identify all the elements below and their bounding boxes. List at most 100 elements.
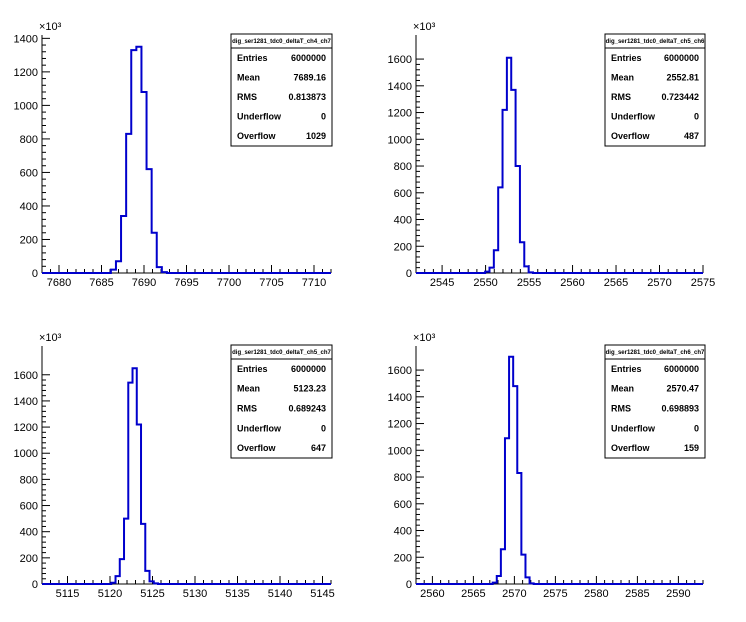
stats-label: Mean [237, 384, 260, 394]
stats-label: Mean [611, 384, 634, 394]
y-tick-label: 1400 [14, 33, 38, 45]
x-tick-label: 2590 [666, 588, 690, 600]
stats-box: dig_ser1281_tdc0_deltaT_ch6_ch7 Entries 60… [604, 344, 706, 459]
x-tick-label: 2570 [502, 588, 526, 600]
histogram-bin [493, 583, 497, 584]
x-tick-label: 7680 [47, 277, 71, 289]
histogram-bin [516, 166, 520, 273]
histogram-bin [509, 357, 513, 584]
x-tick-label: 5130 [183, 588, 207, 600]
y-tick-label: 400 [20, 201, 38, 213]
stats-value: 0.698893 [661, 404, 699, 414]
y-tick-label: 1000 [388, 445, 412, 457]
histogram-bin [517, 473, 521, 584]
x-tick-label: 7690 [132, 277, 156, 289]
stats-label: Underflow [611, 112, 656, 122]
histogram-line [416, 56, 703, 274]
x-tick-label: 2570 [647, 277, 671, 289]
y-exponent-label: ×10³ [39, 332, 62, 344]
stats-title: dig_ser1281_tdc0_deltaT_ch5_ch6 [606, 39, 705, 45]
stats-label: Mean [237, 72, 260, 82]
stats-value: 0 [694, 112, 699, 122]
histogram-bin [128, 383, 132, 584]
x-tick-label: 7685 [89, 277, 113, 289]
histogram-line [42, 45, 331, 274]
x-tick-label: 2565 [604, 277, 628, 289]
stats-label: Entries [237, 53, 268, 63]
x-tick-label: 5145 [310, 588, 334, 600]
x-tick-label: 5140 [268, 588, 292, 600]
stats-value: 0 [694, 423, 699, 433]
stats-value: 487 [684, 131, 699, 141]
histogram-bin [489, 268, 493, 273]
x-tick-label: 2580 [584, 588, 608, 600]
y-tick-label: 200 [20, 234, 38, 246]
histogram-bin [511, 90, 515, 273]
x-tick-label: 2545 [430, 277, 454, 289]
stats-label: Entries [237, 364, 268, 374]
stats-label: Entries [611, 364, 642, 374]
stats-box-frame [604, 344, 706, 459]
stats-title: dig_ser1281_tdc0_deltaT_ch4_ch7 [232, 39, 331, 45]
y-tick-label: 400 [20, 527, 38, 539]
histogram-bin [157, 267, 162, 273]
y-tick-label: 1000 [388, 134, 412, 146]
histogram-bin [505, 438, 509, 584]
x-tick-label: 7695 [174, 277, 198, 289]
stats-label: RMS [237, 92, 257, 102]
y-tick-label: 800 [394, 161, 412, 173]
y-tick-label: 1400 [388, 81, 412, 93]
x-tick-label: 7710 [302, 277, 326, 289]
x-tick-label: 2575 [691, 277, 715, 289]
y-tick-label: 800 [394, 472, 412, 484]
stats-label: Mean [611, 72, 634, 82]
y-tick-label: 1400 [388, 392, 412, 404]
histogram-bin [498, 187, 502, 273]
histogram-bin [141, 92, 146, 273]
histogram-bin [152, 233, 157, 273]
y-tick-label: 400 [394, 526, 412, 538]
stats-value: 2552.81 [666, 72, 699, 82]
histogram-bin [521, 555, 525, 584]
stats-value: 0 [321, 423, 326, 433]
histogram-bin [126, 134, 131, 273]
stats-value: 6000000 [664, 53, 699, 63]
x-tick-label: 5115 [56, 588, 80, 600]
stats-label: RMS [611, 92, 631, 102]
stats-value: 0 [321, 112, 326, 122]
x-tick-label: 5120 [98, 588, 122, 600]
y-tick-label: 1200 [388, 419, 412, 431]
stats-label: RMS [611, 404, 631, 414]
x-tick-label: 2560 [420, 588, 444, 600]
histogram-line [416, 355, 703, 585]
y-tick-label: 0 [406, 579, 412, 591]
stats-value: 6000000 [291, 53, 326, 63]
stats-title: dig_ser1281_tdc0_deltaT_ch5_ch7 [232, 350, 331, 356]
x-tick-label: 7700 [217, 277, 241, 289]
histogram-bin [120, 559, 124, 584]
x-tick-label: 2585 [625, 588, 649, 600]
histogram-bin [116, 261, 121, 273]
y-tick-label: 1600 [388, 365, 412, 377]
y-tick-label: 800 [20, 134, 38, 146]
stats-box: dig_ser1281_tdc0_deltaT_ch4_ch7 Entries 60… [230, 33, 333, 147]
histogram-bin [530, 583, 534, 584]
stats-label: Entries [611, 53, 642, 63]
histogram-bin [150, 581, 154, 584]
histogram-bin [503, 110, 507, 273]
y-tick-label: 1200 [14, 67, 38, 79]
histogram-bin [494, 250, 498, 273]
histogram-bin [111, 270, 116, 273]
y-tick-label: 200 [20, 553, 38, 565]
x-tick-label: 2555 [517, 277, 541, 289]
stats-value: 0.723442 [661, 92, 699, 102]
histogram-bin [497, 576, 501, 584]
histogram-bin [501, 549, 505, 584]
stats-label: Overflow [611, 131, 651, 141]
x-tick-label: 7705 [259, 277, 283, 289]
y-tick-label: 0 [32, 268, 38, 280]
histogram-bin [116, 576, 120, 584]
stats-label: Underflow [237, 112, 282, 122]
stats-value: 5123.23 [293, 384, 326, 394]
